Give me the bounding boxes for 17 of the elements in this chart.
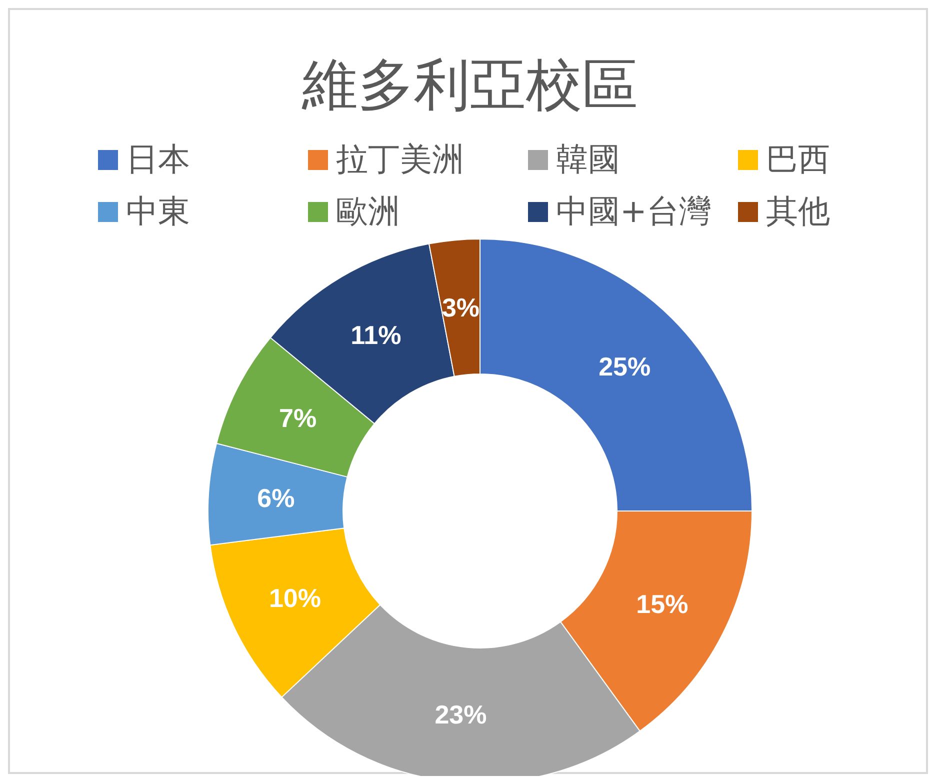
data-label: 3% (442, 292, 480, 322)
data-label: 25% (598, 351, 651, 382)
legend-label: 日本 (126, 139, 190, 180)
legend-label: 歐洲 (336, 191, 400, 232)
legend-label: 其他 (766, 191, 830, 232)
legend-label: 拉丁美洲 (336, 139, 464, 180)
legend-label: 韓國 (556, 139, 620, 180)
legend-label: 中國+台灣 (556, 191, 711, 232)
data-label: 10% (268, 583, 321, 614)
chart-title: 維多利亞校區 (300, 52, 639, 120)
data-label: 7% (279, 403, 317, 434)
data-label: 23% (434, 700, 487, 730)
data-label: 11% (350, 320, 402, 350)
legend-label: 巴西 (766, 139, 830, 180)
data-label: 6% (257, 483, 295, 514)
legend-label: 中東 (126, 191, 190, 232)
data-label: 15% (636, 588, 688, 619)
